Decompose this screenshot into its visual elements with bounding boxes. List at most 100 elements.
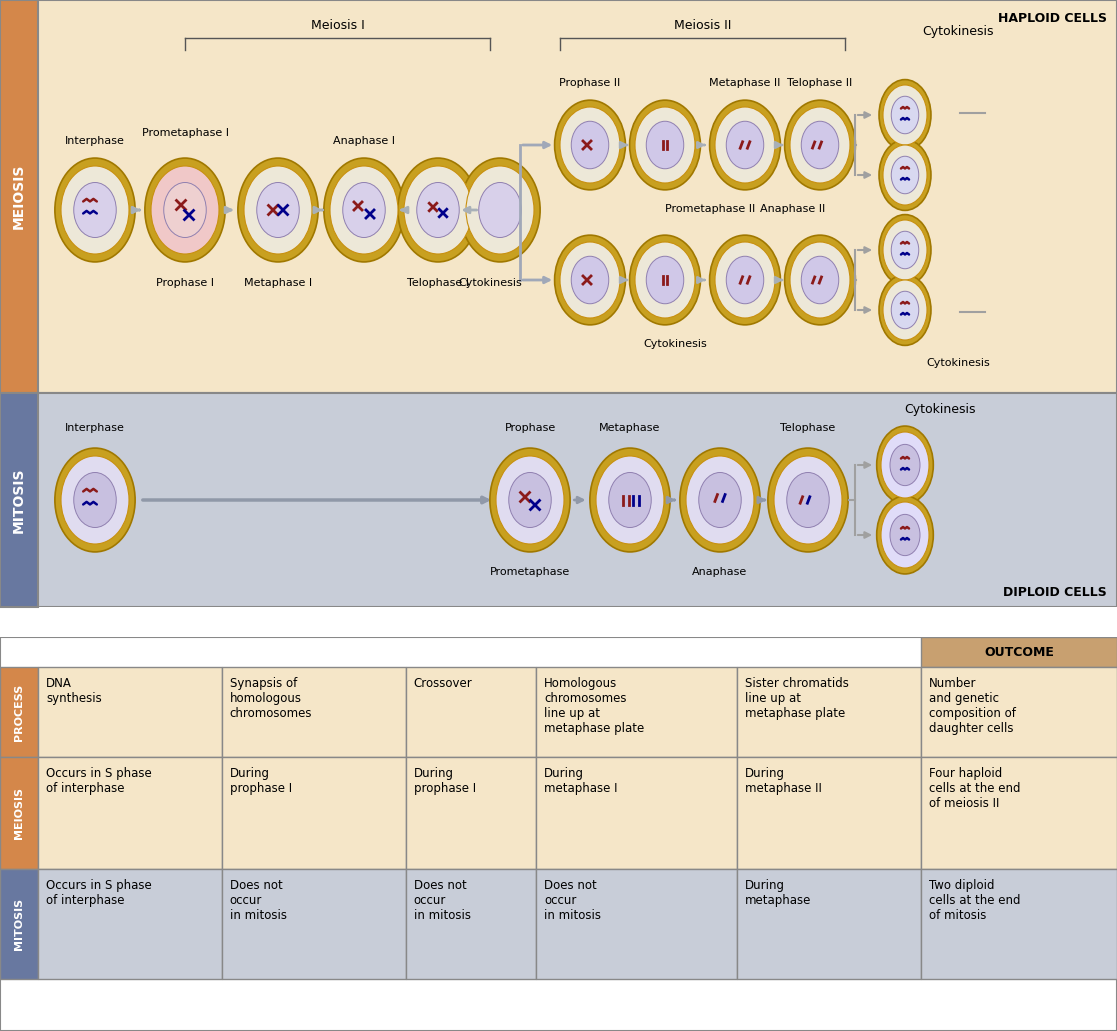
Ellipse shape <box>715 107 775 182</box>
Ellipse shape <box>879 139 930 210</box>
Text: MEIOSIS: MEIOSIS <box>15 787 23 839</box>
Bar <box>0 393 1117 607</box>
Ellipse shape <box>555 235 626 325</box>
Ellipse shape <box>460 158 541 262</box>
Text: Anaphase: Anaphase <box>693 567 747 576</box>
Text: MITOSIS: MITOSIS <box>15 898 23 950</box>
Ellipse shape <box>490 448 570 552</box>
Ellipse shape <box>555 100 626 190</box>
Text: Prophase II: Prophase II <box>560 78 621 88</box>
Ellipse shape <box>560 242 620 318</box>
Ellipse shape <box>647 257 684 304</box>
Text: Homologous
chromosomes
line up at
metaphase plate: Homologous chromosomes line up at metaph… <box>544 677 645 735</box>
Ellipse shape <box>508 472 552 528</box>
Ellipse shape <box>145 158 226 262</box>
Ellipse shape <box>709 100 781 190</box>
Ellipse shape <box>790 242 850 318</box>
Text: Cytokinesis: Cytokinesis <box>905 403 976 415</box>
Text: Occurs in S phase
of interphase: Occurs in S phase of interphase <box>46 767 152 795</box>
Bar <box>920 637 1117 667</box>
Bar <box>222 757 405 869</box>
Text: Anaphase II: Anaphase II <box>760 204 825 214</box>
Text: Occurs in S phase
of interphase: Occurs in S phase of interphase <box>46 879 152 907</box>
Text: Interphase: Interphase <box>65 136 125 146</box>
Bar <box>405 667 536 757</box>
Text: Cytokinesis: Cytokinesis <box>643 339 707 350</box>
Ellipse shape <box>699 472 742 528</box>
Ellipse shape <box>884 85 927 145</box>
Ellipse shape <box>151 166 219 254</box>
Bar <box>737 869 920 979</box>
Text: DIPLOID CELLS: DIPLOID CELLS <box>1003 586 1107 599</box>
Ellipse shape <box>784 235 856 325</box>
Text: OUTCOME: OUTCOME <box>984 645 1053 659</box>
Ellipse shape <box>404 166 472 254</box>
Ellipse shape <box>884 220 927 280</box>
Text: Two diploid
cells at the end
of mitosis: Two diploid cells at the end of mitosis <box>929 879 1020 922</box>
Text: Metaphase II: Metaphase II <box>709 78 781 88</box>
Ellipse shape <box>398 158 478 262</box>
Bar <box>536 869 737 979</box>
Text: Synapsis of
homologous
chromosomes: Synapsis of homologous chromosomes <box>230 677 313 720</box>
Ellipse shape <box>496 456 564 544</box>
Bar <box>737 757 920 869</box>
Ellipse shape <box>686 456 754 544</box>
Ellipse shape <box>560 107 620 182</box>
Ellipse shape <box>784 100 856 190</box>
Bar <box>0 757 38 869</box>
Text: Telophase II: Telophase II <box>787 78 852 88</box>
Ellipse shape <box>634 242 695 318</box>
Ellipse shape <box>790 107 850 182</box>
Ellipse shape <box>244 166 312 254</box>
Text: Anaphase I: Anaphase I <box>333 136 395 146</box>
Ellipse shape <box>257 182 299 237</box>
Text: MEIOSIS: MEIOSIS <box>12 164 26 229</box>
Ellipse shape <box>634 107 695 182</box>
Ellipse shape <box>890 444 920 486</box>
Ellipse shape <box>647 122 684 169</box>
Text: Does not
occur
in mitosis: Does not occur in mitosis <box>413 879 470 922</box>
Ellipse shape <box>884 280 927 340</box>
Ellipse shape <box>571 257 609 304</box>
Bar <box>0 0 1117 393</box>
Text: Telophase I: Telophase I <box>407 277 469 288</box>
Text: Prometaphase II: Prometaphase II <box>665 204 755 214</box>
Ellipse shape <box>609 472 651 528</box>
Text: Prophase I: Prophase I <box>156 277 214 288</box>
Ellipse shape <box>590 448 670 552</box>
Bar <box>0 869 38 979</box>
Text: Telophase: Telophase <box>781 423 836 433</box>
Ellipse shape <box>879 274 930 345</box>
Text: HAPLOID CELLS: HAPLOID CELLS <box>997 12 1107 25</box>
Ellipse shape <box>801 122 839 169</box>
Text: Interphase: Interphase <box>65 423 125 433</box>
Ellipse shape <box>680 448 761 552</box>
Ellipse shape <box>630 100 700 190</box>
Bar <box>0 667 38 757</box>
Bar <box>222 667 405 757</box>
Bar <box>222 869 405 979</box>
Text: PROCESS: PROCESS <box>15 684 23 740</box>
Bar <box>920 667 1117 757</box>
Ellipse shape <box>343 182 385 237</box>
Text: Number
and genetic
composition of
daughter cells: Number and genetic composition of daught… <box>929 677 1015 735</box>
Bar <box>38 667 222 757</box>
Ellipse shape <box>891 231 919 269</box>
Text: Cytokinesis: Cytokinesis <box>923 25 994 38</box>
Text: During
metaphase II: During metaphase II <box>745 767 822 795</box>
Text: During
metaphase I: During metaphase I <box>544 767 618 795</box>
Ellipse shape <box>877 426 934 504</box>
Ellipse shape <box>786 472 829 528</box>
Ellipse shape <box>879 214 930 286</box>
Ellipse shape <box>466 166 534 254</box>
Text: During
prophase I: During prophase I <box>230 767 292 795</box>
Ellipse shape <box>630 235 700 325</box>
Bar <box>0 607 1117 637</box>
Ellipse shape <box>571 122 609 169</box>
Ellipse shape <box>74 472 116 528</box>
Bar <box>0 637 1117 1031</box>
Text: DNA
synthesis: DNA synthesis <box>46 677 102 705</box>
Text: Meiosis I: Meiosis I <box>311 19 364 32</box>
Ellipse shape <box>891 96 919 134</box>
Text: During
prophase I: During prophase I <box>413 767 476 795</box>
